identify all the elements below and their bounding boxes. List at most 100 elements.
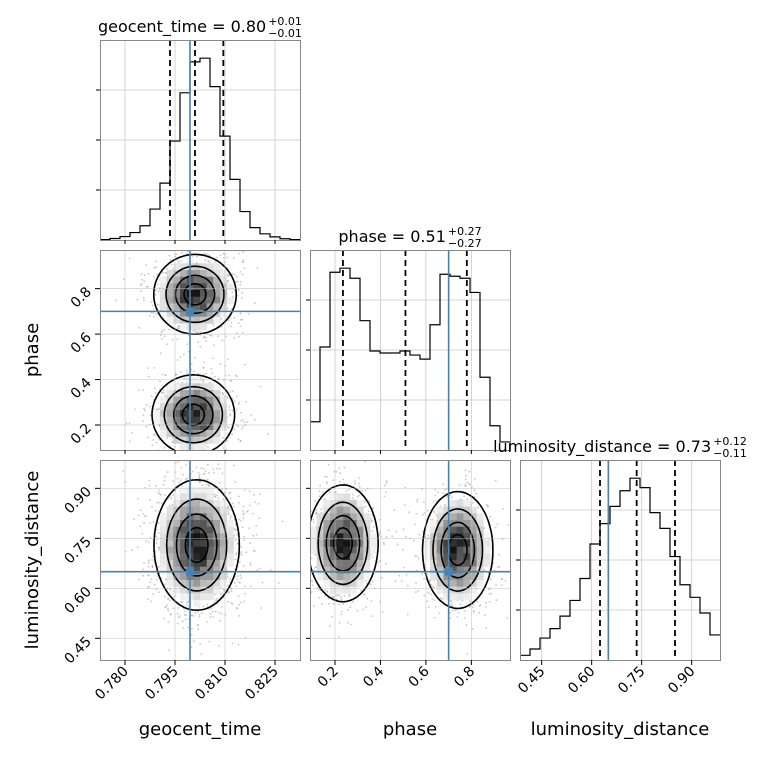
- density-cell: [443, 586, 451, 594]
- scatter-point: [166, 604, 169, 607]
- scatter-point: [196, 460, 198, 461]
- density-cell: [180, 323, 188, 331]
- scatter-point: [244, 592, 247, 595]
- scatter-point: [236, 578, 239, 581]
- density-cell: [470, 533, 478, 541]
- density-cell: [470, 513, 478, 521]
- scatter-point: [128, 257, 131, 260]
- density-cell: [180, 410, 188, 418]
- x-tick-label: 0.8: [451, 664, 478, 691]
- scatter-point: [489, 578, 492, 581]
- scatter-point: [254, 501, 256, 503]
- density-cell: [160, 546, 168, 554]
- scatter-point: [354, 480, 356, 483]
- scatter-point: [365, 580, 368, 582]
- scatter-point: [170, 497, 173, 500]
- scatter-point: [155, 588, 158, 591]
- scatter-point: [339, 472, 341, 475]
- scatter-point: [154, 392, 157, 394]
- scatter-point: [386, 480, 388, 482]
- scatter-point: [152, 455, 154, 457]
- density-cell: [180, 390, 188, 398]
- scatter-point: [142, 414, 145, 417]
- scatter-point: [327, 597, 330, 600]
- scatter-point: [241, 273, 244, 276]
- density-cell: [193, 410, 201, 418]
- scatter-point: [364, 489, 367, 492]
- density-cell: [316, 513, 324, 521]
- scatter-point: [196, 458, 198, 460]
- scatter-point: [305, 519, 307, 521]
- density-cell: [193, 580, 201, 588]
- scatter-point: [248, 527, 251, 529]
- scatter-point: [240, 551, 243, 553]
- density-cell: [363, 573, 371, 581]
- scatter-point: [501, 577, 503, 580]
- density-cell: [213, 303, 221, 311]
- scatter-point: [217, 463, 220, 465]
- scatter-point: [239, 318, 242, 321]
- density-cell: [173, 316, 181, 324]
- scatter-point: [234, 539, 237, 541]
- density-cell: [206, 410, 214, 418]
- scatter-point: [138, 578, 140, 581]
- scatter-point: [208, 455, 210, 457]
- scatter-point: [137, 389, 140, 392]
- scatter-point: [238, 603, 241, 606]
- density-cell: [336, 500, 344, 508]
- scatter-point: [175, 373, 178, 376]
- density-cell: [193, 443, 201, 450]
- scatter-point: [463, 617, 466, 619]
- scatter-point: [368, 500, 371, 503]
- density-cell: [323, 566, 331, 574]
- density-cell: [166, 546, 174, 554]
- density-cell: [436, 520, 444, 528]
- scatter-point: [450, 603, 453, 605]
- scatter-point: [360, 589, 362, 592]
- scatter-point: [468, 470, 471, 473]
- scatter-point: [198, 475, 201, 477]
- grid: [310, 250, 510, 450]
- scatter-point: [303, 538, 305, 540]
- scatter-point: [196, 451, 198, 453]
- scatter-point: [192, 615, 195, 617]
- scatter-point: [319, 484, 321, 487]
- density-cell: [180, 520, 188, 528]
- density-cell: [193, 526, 201, 534]
- scatter-point: [156, 303, 159, 306]
- scatter-point: [383, 495, 386, 498]
- scatter-point: [177, 456, 179, 458]
- density-cell: [456, 553, 464, 561]
- scatter-point: [150, 600, 152, 603]
- y-tick-label: 0.6: [68, 330, 95, 357]
- scatter-point: [190, 633, 193, 636]
- density-cell: [206, 526, 214, 534]
- scatter-point: [155, 260, 158, 263]
- scatter-point: [212, 357, 214, 360]
- density-cell: [213, 513, 221, 521]
- density-cell: [436, 546, 444, 554]
- scatter-point: [214, 261, 217, 263]
- density-cell: [193, 546, 201, 554]
- scatter-point: [238, 518, 241, 521]
- scatter-point: [158, 549, 160, 551]
- scatter-point: [142, 296, 145, 299]
- scatter-point: [157, 501, 160, 504]
- density-cell: [153, 416, 161, 424]
- density-cell: [456, 500, 464, 508]
- scatter-point: [260, 607, 263, 609]
- density-cell: [323, 573, 331, 581]
- scatter-point: [242, 259, 245, 261]
- scatter-point: [395, 530, 398, 533]
- scatter-point: [220, 455, 222, 457]
- scatter-point: [228, 274, 231, 276]
- x-tick-label: 0.810: [192, 664, 232, 704]
- scatter-point: [151, 444, 154, 447]
- scatter-point: [149, 405, 152, 408]
- scatter-point: [186, 372, 188, 374]
- scatter-point: [370, 553, 372, 556]
- scatter-point: [165, 452, 167, 454]
- density-cell: [200, 423, 208, 431]
- scatter-point: [313, 605, 315, 607]
- scatter-point: [437, 491, 439, 494]
